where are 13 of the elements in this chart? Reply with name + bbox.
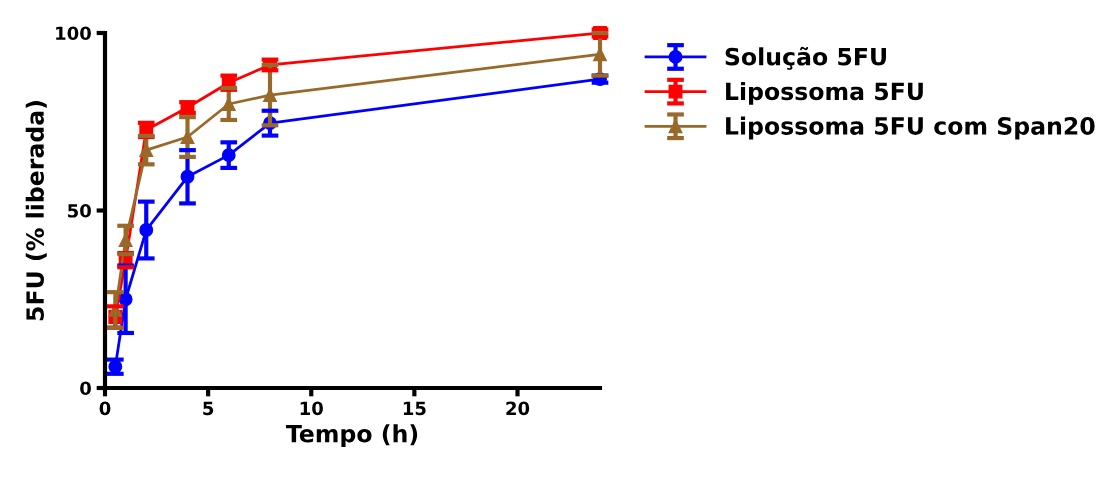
y-tick-label: 50 (68, 203, 91, 218)
legend-label: Lipossoma 5FU com Span20 (726, 116, 1095, 140)
x-tick-label: 0 (99, 401, 111, 416)
y-axis-title: 5FU (% liberada) (25, 101, 47, 321)
y-tick-label: 100 (56, 26, 91, 41)
x-tick-label: 15 (403, 401, 426, 416)
x-tick-label: 20 (506, 401, 530, 416)
x-axis-title: Tempo (h) (285, 424, 418, 448)
y-tick-label: 0 (80, 381, 91, 396)
x-tick-label: 10 (300, 401, 323, 416)
legend-label: Lipossoma 5FU (726, 81, 923, 105)
legend-label: Solução 5FU (725, 46, 886, 70)
x-tick-label: 5 (203, 401, 214, 416)
